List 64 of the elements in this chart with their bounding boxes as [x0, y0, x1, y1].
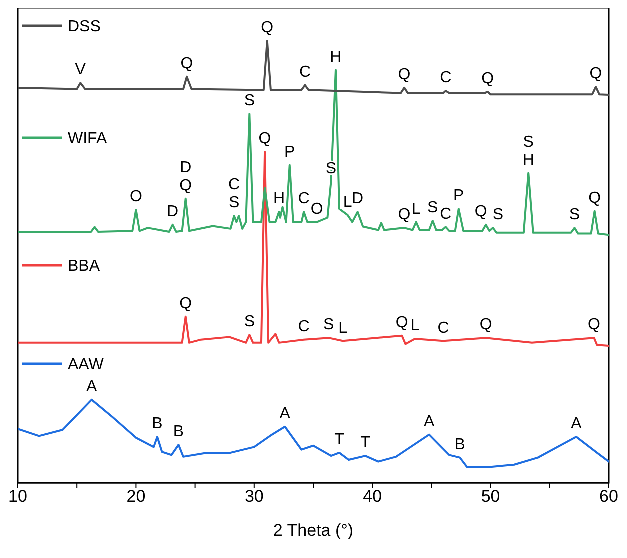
- annotation: D: [167, 204, 179, 221]
- annotation: Q: [590, 66, 602, 83]
- annotation: S: [228, 194, 240, 212]
- annotation: C: [299, 64, 312, 81]
- annotation: T: [360, 434, 371, 452]
- annotation: V: [75, 62, 86, 79]
- annotation: D: [180, 159, 192, 176]
- annotation: H: [273, 190, 286, 208]
- annotation: Q: [480, 316, 492, 334]
- annotation: D: [352, 190, 364, 208]
- x-tick-label: 40: [363, 487, 382, 506]
- annotation: Q: [474, 204, 488, 221]
- annotation: T: [334, 432, 345, 449]
- x-tick-label: 10: [8, 487, 28, 506]
- x-tick-label: 20: [126, 487, 146, 506]
- annotation: Q: [258, 130, 272, 148]
- annotation: A: [280, 405, 291, 422]
- annotation: P: [454, 188, 464, 205]
- x-tick-label: 60: [600, 487, 618, 506]
- annotation: C: [440, 206, 452, 223]
- legend-label: WIFA: [68, 130, 108, 148]
- annotation: H: [522, 152, 534, 169]
- legend-label: DSS: [68, 18, 101, 36]
- annotation: P: [284, 144, 296, 161]
- annotation: S: [523, 134, 534, 151]
- annotation: L: [343, 194, 352, 211]
- annotation: B: [152, 416, 163, 433]
- annotation: Q: [180, 177, 192, 194]
- annotation: L: [412, 200, 421, 218]
- x-axis-title: 2 Theta (°): [273, 521, 354, 540]
- annotation: Q: [180, 56, 194, 73]
- annotation: A: [424, 413, 435, 430]
- annotation: L: [338, 320, 348, 337]
- annotation: C: [228, 176, 240, 194]
- annotation: C: [298, 190, 310, 208]
- annotation: Q: [588, 316, 600, 334]
- annotation: C: [438, 320, 450, 337]
- annotation: L: [410, 318, 420, 335]
- annotation: S: [244, 314, 256, 331]
- annotation: H: [330, 48, 342, 66]
- x-tick-label: 30: [244, 487, 264, 506]
- annotation: S: [569, 206, 580, 224]
- annotation: O: [130, 188, 142, 206]
- annotation: O: [310, 200, 324, 218]
- annotation: B: [173, 424, 184, 441]
- annotation: Q: [482, 70, 494, 88]
- annotation: Q: [398, 66, 411, 84]
- annotation: Q: [180, 295, 192, 312]
- annotation: S: [492, 206, 504, 224]
- annotation: Q: [261, 20, 274, 37]
- annotation: C: [440, 70, 452, 87]
- annotation: Q: [396, 314, 408, 332]
- annotation: A: [571, 416, 582, 433]
- legend-label: BBA: [68, 258, 100, 276]
- annotation: S: [428, 200, 438, 217]
- annotation: Q: [398, 206, 411, 224]
- legend-label: AAW: [68, 356, 105, 374]
- x-tick-label: 50: [481, 487, 500, 506]
- annotation: Q: [588, 190, 602, 207]
- annotation: S: [324, 316, 334, 334]
- annotation: C: [298, 318, 310, 336]
- annotation: A: [86, 378, 98, 396]
- annotation: S: [244, 92, 256, 110]
- annotation: B: [454, 436, 466, 454]
